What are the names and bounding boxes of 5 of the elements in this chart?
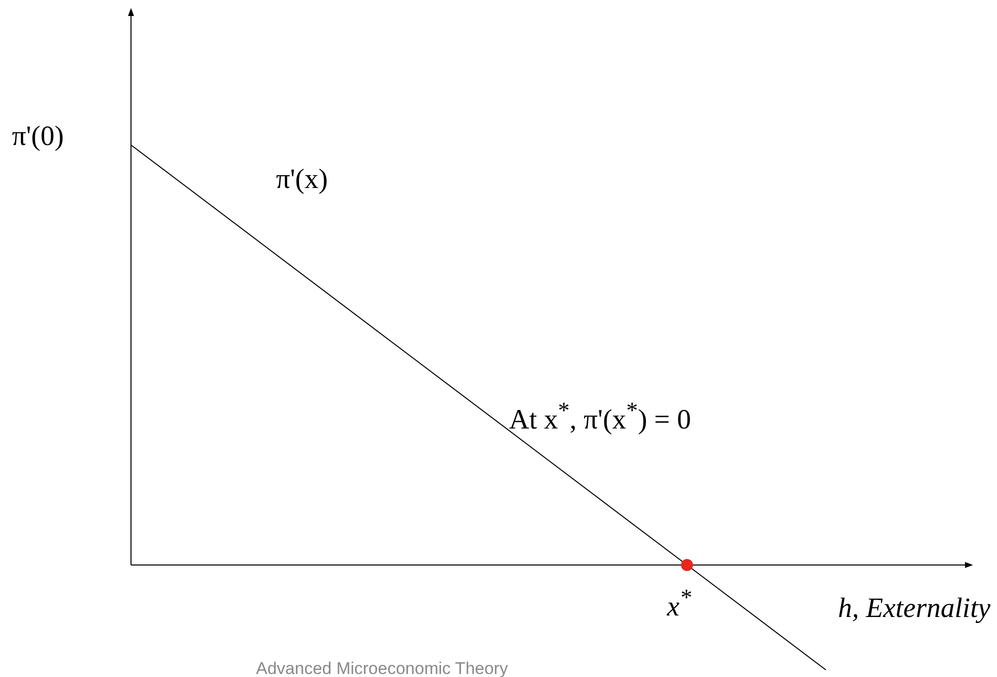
annotation: At x$^{*}$, π'(x$^{*}$) = 0 xyxy=(509,398,691,436)
x-axis-title: h, Externality xyxy=(838,593,990,624)
text: π'(0) xyxy=(12,121,64,152)
annotation: x$^{*}$ xyxy=(667,585,692,622)
annotation: π'(x) xyxy=(276,164,328,195)
